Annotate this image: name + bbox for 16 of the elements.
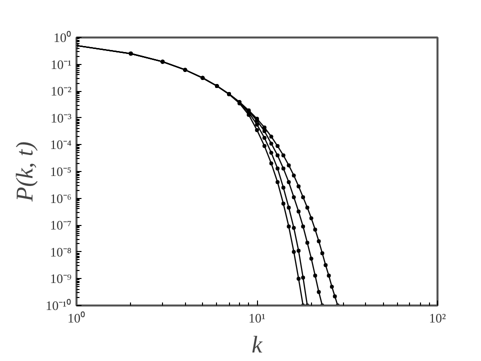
x-tick-label: 10⁰ — [68, 310, 86, 326]
y-tick-label: 10⁻³ — [50, 110, 72, 126]
x-axis-title: k — [252, 332, 263, 358]
x-tick-label: 10² — [429, 310, 446, 326]
x-tick-label: 10¹ — [248, 310, 266, 326]
y-tick-label: 10⁻⁸ — [50, 244, 72, 260]
y-tick-label: 10⁻⁷ — [50, 218, 72, 233]
y-tick-label: 10⁻¹ — [50, 56, 72, 72]
y-tick-label: 10⁻¹⁰ — [46, 298, 72, 313]
y-tick-label: 10⁻⁶ — [50, 190, 72, 206]
y-tick-label: 10⁻⁵ — [50, 164, 72, 179]
y-tick-label: 10⁻⁹ — [50, 271, 72, 286]
y-axis-title: P(k, t) — [12, 142, 39, 202]
y-tick-label: 10⁰ — [54, 30, 72, 45]
y-tick-label: 10⁻⁴ — [50, 137, 72, 152]
y-tick-label: 10⁻² — [50, 84, 72, 99]
